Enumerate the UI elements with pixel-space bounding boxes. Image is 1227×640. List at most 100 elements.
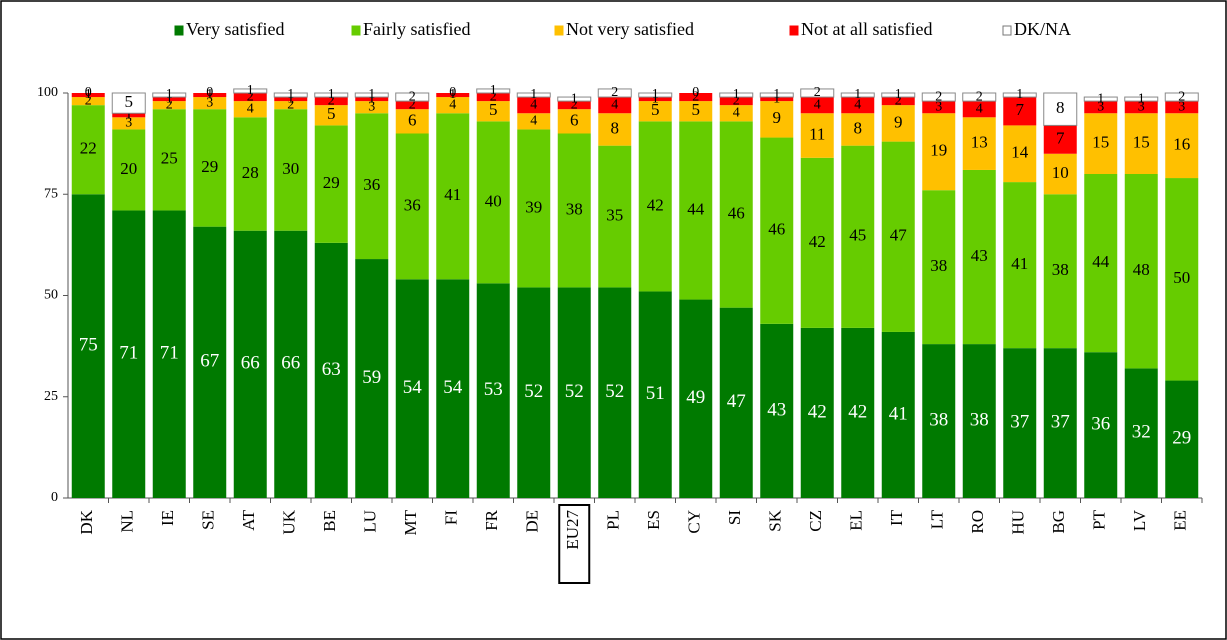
bar-segment (395, 101, 429, 110)
data-label: 3 (206, 95, 213, 110)
bar-segment (233, 101, 267, 118)
x-tick-label: BG (1049, 510, 1068, 534)
bar-segment (1124, 368, 1158, 498)
bar-segment (719, 307, 753, 498)
data-label: 36 (363, 175, 380, 194)
bar-segment (71, 93, 105, 98)
data-label: 43 (767, 399, 786, 420)
data-label: 2 (976, 89, 983, 104)
data-label: 75 (79, 334, 98, 355)
bar-segment (395, 279, 429, 498)
bar-segment (598, 145, 632, 288)
data-label: 29 (1172, 428, 1191, 449)
data-label: 22 (80, 139, 97, 158)
bar-segment (719, 121, 753, 308)
bar-segment (922, 101, 956, 114)
data-label: 15 (1092, 133, 1109, 152)
bar-segment (841, 113, 875, 146)
x-tick-label: NL (118, 510, 137, 533)
bar-segment (679, 101, 713, 122)
bar-segment (1084, 101, 1118, 114)
bar-segment (476, 101, 510, 122)
x-tick-label: IT (887, 509, 906, 526)
bar-segment (314, 92, 349, 98)
bar-segment (355, 259, 389, 498)
bar-segment (1124, 96, 1159, 102)
data-label: 1 (125, 107, 132, 122)
bar-segment (962, 117, 996, 170)
data-label: 48 (1133, 260, 1150, 279)
data-label: 3 (1097, 99, 1104, 114)
x-tick-label: BE (320, 510, 339, 532)
bar-segment (193, 93, 227, 98)
bar-segment (1084, 352, 1118, 498)
data-label: 2 (611, 85, 618, 100)
data-label: 38 (930, 256, 947, 275)
bar-segment (517, 97, 551, 114)
bar-segment (112, 210, 146, 498)
bar-segment (1165, 101, 1199, 114)
bar-segment (638, 97, 672, 102)
data-label: 42 (647, 195, 664, 214)
y-tick-label: 100 (37, 85, 58, 100)
legend-label: Very satisfied (186, 19, 284, 39)
data-label: 47 (890, 226, 908, 245)
data-label: 36 (1091, 413, 1110, 434)
data-label: 1 (368, 87, 375, 102)
bar-segment (314, 97, 348, 106)
data-label: 28 (242, 163, 259, 182)
bar-segment (476, 283, 510, 498)
bar-segment (719, 97, 753, 106)
legend-swatch (554, 25, 564, 36)
data-label: 2 (571, 97, 578, 112)
bar-segment (962, 344, 996, 498)
x-tick-label: RO (968, 510, 987, 534)
data-label: 4 (814, 97, 821, 112)
bar-segment (760, 101, 794, 138)
data-label: 42 (809, 232, 826, 251)
data-label: 7 (1056, 128, 1065, 147)
bar-segment (800, 157, 834, 328)
x-tick-label: SK (766, 509, 785, 531)
bar-segment (921, 92, 956, 102)
x-tick-label: SI (725, 510, 744, 525)
data-label: 2 (166, 97, 173, 112)
x-tick-label: LU (361, 510, 380, 533)
data-label: 13 (971, 133, 988, 152)
data-label: 38 (970, 409, 989, 430)
data-label: 2 (247, 89, 254, 104)
data-label: 30 (282, 159, 299, 178)
data-label: 1 (773, 87, 780, 102)
bar-segment (800, 327, 834, 498)
bar-segment (1043, 153, 1077, 195)
bar-segment (274, 109, 308, 231)
x-tick-label: FI (442, 510, 461, 525)
bar-segment (1043, 125, 1077, 154)
bar-segment (152, 101, 186, 110)
x-tick-label: HU (1009, 510, 1028, 535)
data-label: 71 (119, 343, 138, 364)
data-label: 1 (166, 87, 173, 102)
data-label: 0 (692, 85, 699, 100)
data-label: 6 (570, 110, 579, 129)
y-tick-label: 25 (44, 389, 58, 404)
bar-segment (1165, 178, 1199, 381)
data-label: 66 (241, 353, 260, 374)
x-tick-label: LV (1130, 509, 1149, 531)
x-tick-label: FR (482, 509, 501, 530)
data-label: 11 (809, 124, 825, 143)
data-label: 32 (1132, 422, 1151, 443)
x-tick-label: EU27 (563, 510, 582, 550)
data-label: 52 (524, 381, 543, 402)
data-label: 9 (894, 112, 903, 131)
bar-segment (193, 109, 227, 227)
data-label: 46 (728, 203, 745, 222)
data-label: 52 (565, 381, 584, 402)
bar-segment (152, 210, 186, 498)
data-label: 1 (368, 91, 375, 106)
bar-segment (233, 88, 268, 94)
bar-segment (112, 113, 146, 118)
bar-segment (152, 97, 186, 102)
bar-segment (1164, 92, 1199, 102)
